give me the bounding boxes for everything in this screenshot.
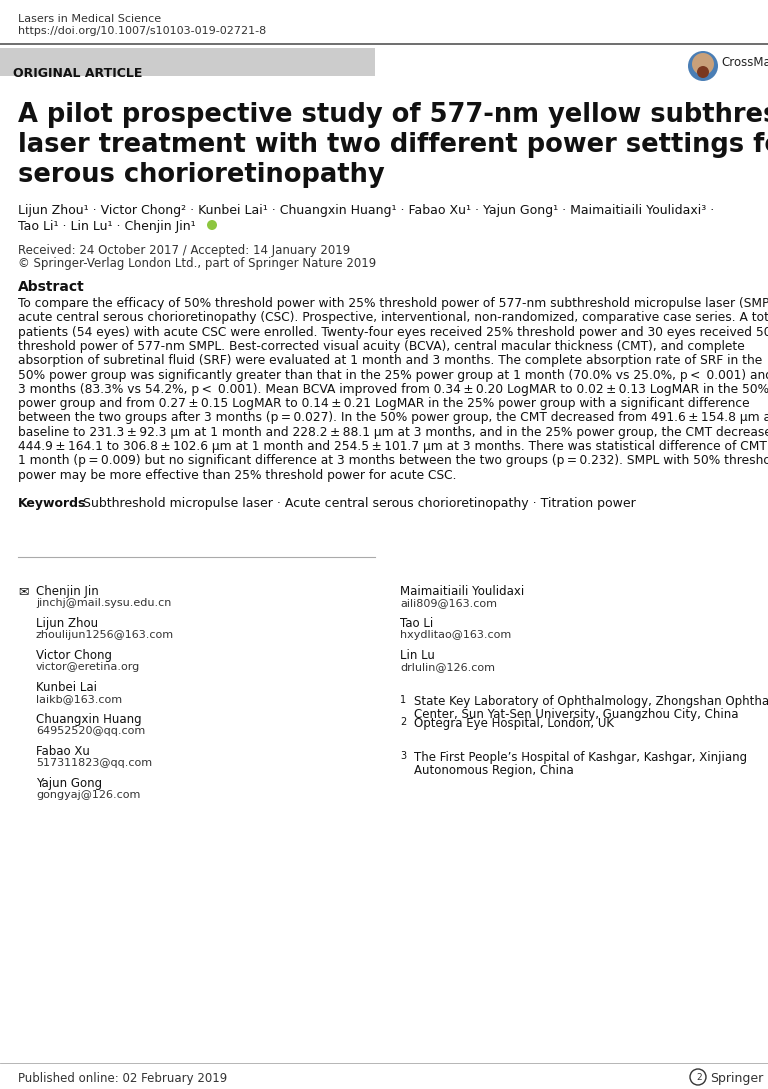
- Circle shape: [697, 66, 709, 78]
- Text: Abstract: Abstract: [18, 280, 84, 294]
- Text: Center, Sun Yat-Sen University, Guangzhou City, China: Center, Sun Yat-Sen University, Guangzho…: [414, 708, 739, 721]
- Text: patients (54 eyes) with acute CSC were enrolled. Twenty-four eyes received 25% t: patients (54 eyes) with acute CSC were e…: [18, 326, 768, 339]
- Text: between the two groups after 3 months (p = 0.027). In the 50% power group, the C: between the two groups after 3 months (p…: [18, 412, 768, 425]
- Text: aili809@163.com: aili809@163.com: [400, 598, 497, 608]
- Text: ORIGINAL ARTICLE: ORIGINAL ARTICLE: [13, 68, 142, 79]
- Text: Lin Lu: Lin Lu: [400, 649, 435, 662]
- Text: 2: 2: [696, 1073, 702, 1082]
- Text: Victor Chong: Victor Chong: [36, 649, 112, 662]
- Text: Springer: Springer: [710, 1072, 763, 1085]
- Text: 1 month (p = 0.009) but no significant difference at 3 months between the two gr: 1 month (p = 0.009) but no significant d…: [18, 454, 768, 467]
- Text: 444.9 ± 164.1 to 306.8 ± 102.6 μm at 1 month and 254.5 ± 101.7 μm at 3 months. T: 444.9 ± 164.1 to 306.8 ± 102.6 μm at 1 m…: [18, 440, 768, 453]
- Text: Autonomous Region, China: Autonomous Region, China: [414, 763, 574, 776]
- Text: Chuangxin Huang: Chuangxin Huang: [36, 713, 141, 726]
- Text: Yajun Gong: Yajun Gong: [36, 776, 102, 790]
- Text: absorption of subretinal fluid (SRF) were evaluated at 1 month and 3 months. The: absorption of subretinal fluid (SRF) wer…: [18, 354, 763, 367]
- Circle shape: [688, 51, 718, 81]
- Text: Tao Li: Tao Li: [400, 616, 433, 629]
- Text: victor@eretina.org: victor@eretina.org: [36, 662, 141, 672]
- Text: Kunbei Lai: Kunbei Lai: [36, 681, 97, 694]
- Text: Maimaitiaili Youlidaxi: Maimaitiaili Youlidaxi: [400, 585, 525, 598]
- Text: CrossMark: CrossMark: [721, 56, 768, 69]
- Text: Subthreshold micropulse laser · Acute central serous chorioretinopathy · Titrati: Subthreshold micropulse laser · Acute ce…: [83, 497, 636, 510]
- Text: power group and from 0.27 ± 0.15 LogMAR to 0.14 ± 0.21 LogMAR in the 25% power g: power group and from 0.27 ± 0.15 LogMAR …: [18, 397, 750, 411]
- Text: Lijun Zhou¹ · Victor Chong² · Kunbei Lai¹ · Chuangxin Huang¹ · Fabao Xu¹ · Yajun: Lijun Zhou¹ · Victor Chong² · Kunbei Lai…: [18, 204, 714, 217]
- Circle shape: [207, 220, 217, 230]
- Text: jinchj@mail.sysu.edu.cn: jinchj@mail.sysu.edu.cn: [36, 598, 171, 608]
- Bar: [0, 48, 375, 76]
- Text: To compare the efficacy of 50% threshold power with 25% threshold power of 577-n: To compare the efficacy of 50% threshold…: [18, 297, 768, 310]
- Text: zhoulijun1256@163.com: zhoulijun1256@163.com: [36, 629, 174, 640]
- Text: Keywords: Keywords: [18, 497, 86, 510]
- Text: laikb@163.com: laikb@163.com: [36, 694, 122, 703]
- Text: Lijun Zhou: Lijun Zhou: [36, 616, 98, 629]
- Text: 3 months (83.3% vs 54.2%, p < 0.001). Mean BCVA improved from 0.34 ± 0.20 LogMAR: 3 months (83.3% vs 54.2%, p < 0.001). Me…: [18, 383, 768, 395]
- Text: 517311823@qq.com: 517311823@qq.com: [36, 758, 152, 768]
- Text: © Springer-Verlag London Ltd., part of Springer Nature 2019: © Springer-Verlag London Ltd., part of S…: [18, 257, 376, 270]
- Circle shape: [692, 53, 714, 75]
- Text: 3: 3: [400, 751, 406, 761]
- Text: 64952520@qq.com: 64952520@qq.com: [36, 726, 145, 736]
- Text: https://doi.org/10.1007/s10103-019-02721-8: https://doi.org/10.1007/s10103-019-02721…: [18, 26, 266, 36]
- Text: 50% power group was significantly greater than that in the 25% power group at 1 : 50% power group was significantly greate…: [18, 368, 768, 381]
- Text: drlulin@126.com: drlulin@126.com: [400, 662, 495, 672]
- Text: serous chorioretinopathy: serous chorioretinopathy: [18, 162, 385, 188]
- Text: hxydlitao@163.com: hxydlitao@163.com: [400, 629, 511, 640]
- Text: Optegra Eye Hospital, London, UK: Optegra Eye Hospital, London, UK: [414, 717, 614, 730]
- Text: baseline to 231.3 ± 92.3 μm at 1 month and 228.2 ± 88.1 μm at 3 months, and in t: baseline to 231.3 ± 92.3 μm at 1 month a…: [18, 426, 768, 439]
- Text: The First People’s Hospital of Kashgar, Kashgar, Xinjiang: The First People’s Hospital of Kashgar, …: [414, 751, 747, 763]
- Text: Tao Li¹ · Lin Lu¹ · Chenjin Jin¹: Tao Li¹ · Lin Lu¹ · Chenjin Jin¹: [18, 220, 200, 233]
- Text: A pilot prospective study of 577-nm yellow subthreshold micropulse: A pilot prospective study of 577-nm yell…: [18, 102, 768, 129]
- Text: 2: 2: [400, 717, 406, 726]
- Text: Received: 24 October 2017 / Accepted: 14 January 2019: Received: 24 October 2017 / Accepted: 14…: [18, 244, 350, 257]
- Text: threshold power of 577-nm SMPL. Best-corrected visual acuity (BCVA), central mac: threshold power of 577-nm SMPL. Best-cor…: [18, 340, 745, 353]
- Text: Fabao Xu: Fabao Xu: [36, 745, 90, 758]
- Text: acute central serous chorioretinopathy (CSC). Prospective, interventional, non-r: acute central serous chorioretinopathy (…: [18, 311, 768, 325]
- Text: Lasers in Medical Science: Lasers in Medical Science: [18, 14, 161, 24]
- Text: ✉: ✉: [18, 585, 28, 598]
- Text: State Key Laboratory of Ophthalmology, Zhongshan Ophthalmic: State Key Laboratory of Ophthalmology, Z…: [414, 695, 768, 708]
- Text: 1: 1: [400, 695, 406, 705]
- Text: laser treatment with two different power settings for acute central: laser treatment with two different power…: [18, 132, 768, 158]
- Text: Chenjin Jin: Chenjin Jin: [36, 585, 99, 598]
- Text: Published online: 02 February 2019: Published online: 02 February 2019: [18, 1072, 227, 1085]
- Text: power may be more effective than 25% threshold power for acute CSC.: power may be more effective than 25% thr…: [18, 468, 456, 481]
- Text: gongyaj@126.com: gongyaj@126.com: [36, 790, 141, 800]
